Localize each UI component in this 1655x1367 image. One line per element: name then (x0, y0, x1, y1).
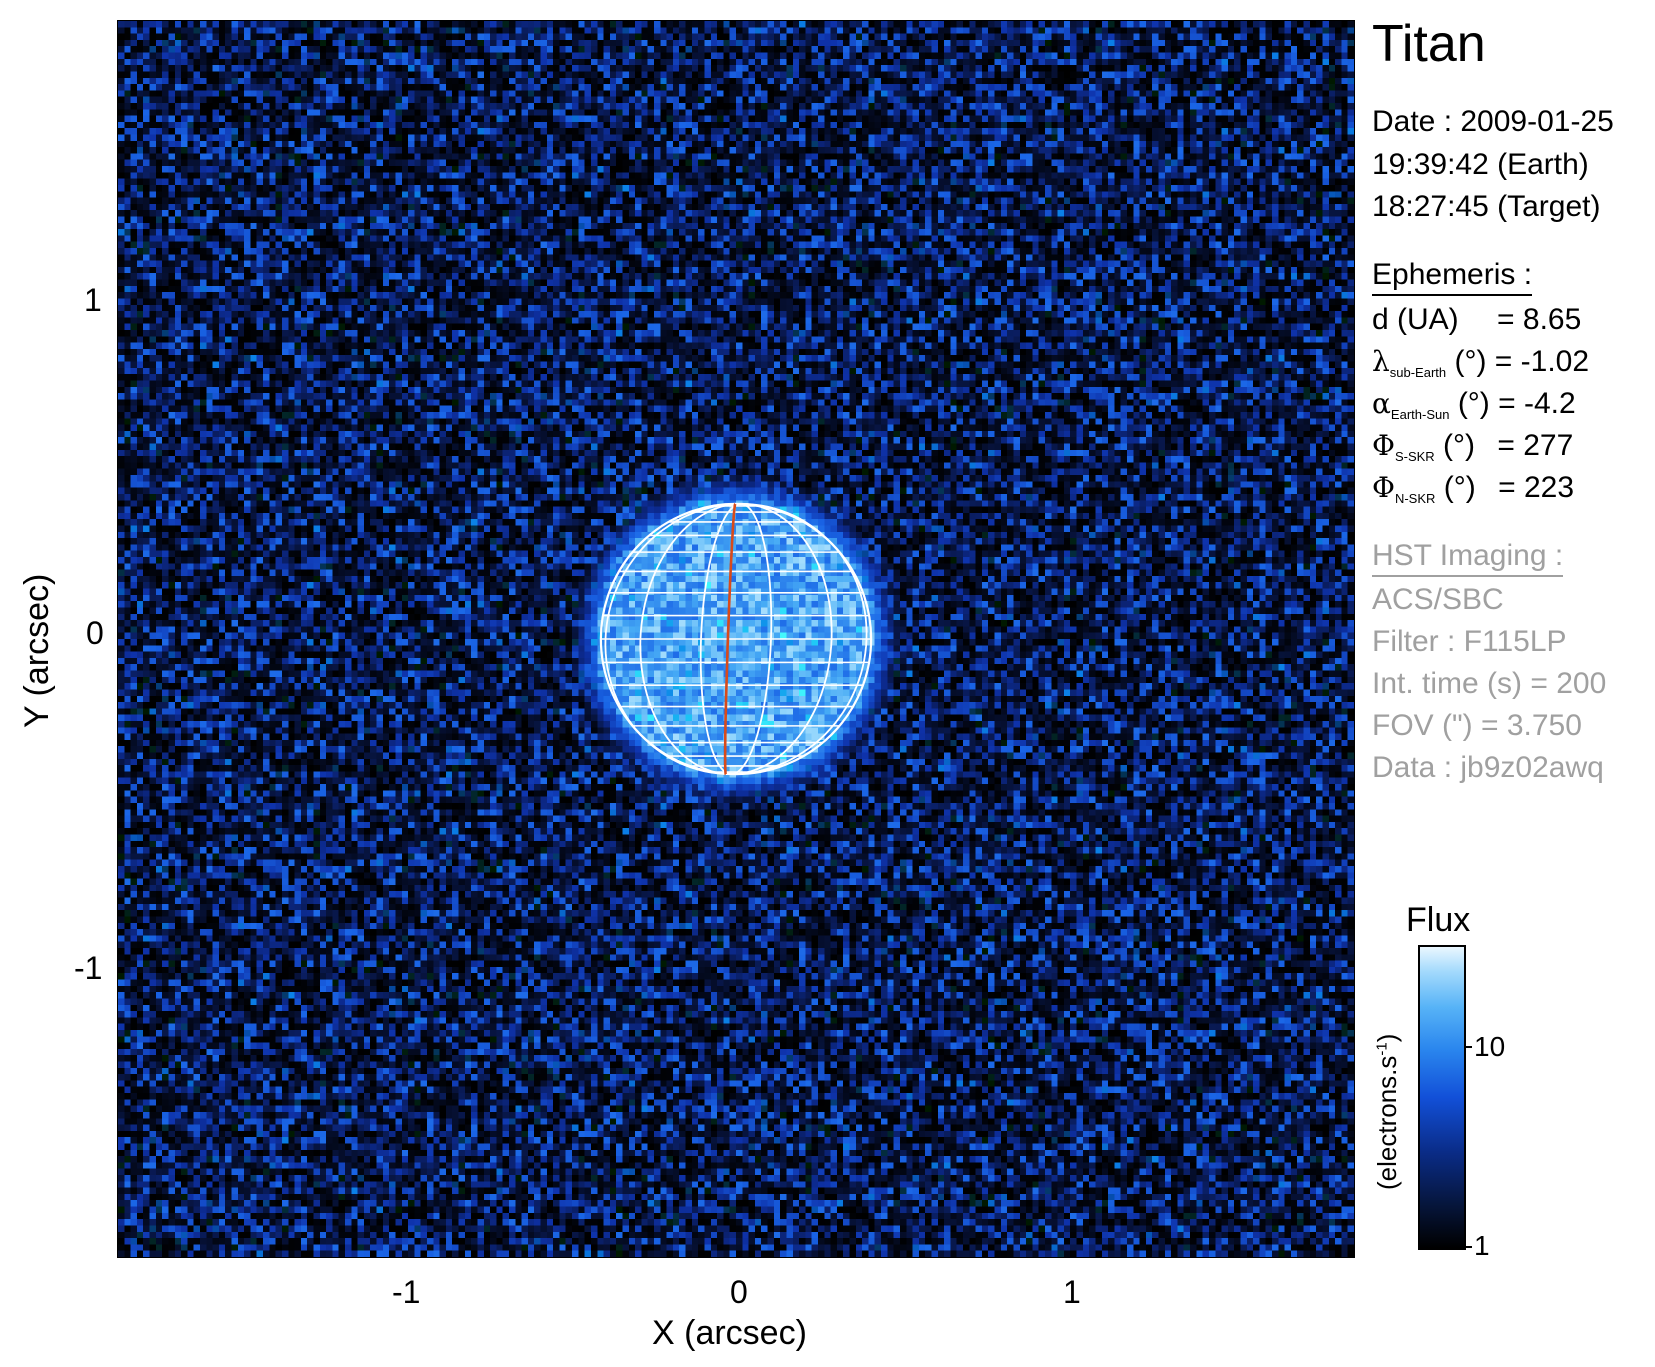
y-axis-title: Y (arcsec) (18, 573, 56, 728)
y-tick-label: 0 (86, 615, 104, 651)
distance-value: = 8.65 (1497, 303, 1582, 336)
colorbar-unit-exponent: -1 (1373, 1042, 1391, 1056)
s-skr-value: = 277 (1497, 429, 1574, 462)
colorbar-unit-text: (electrons.s (1372, 1055, 1402, 1190)
longitude-line (604, 503, 741, 775)
longitude-line (731, 503, 773, 775)
y-tick-label: 1 (84, 282, 102, 318)
longitude-line (731, 503, 833, 775)
integration-time: Int. time (s) = 200 (1372, 667, 1607, 700)
titan-globe-grid (599, 502, 873, 776)
distance-row: d (UA) = 8.65 (1372, 305, 1581, 335)
colorbar-tick-label: 10 (1474, 1031, 1506, 1062)
n-skr-row: ΦN-SKR (°) = 223 (1372, 471, 1575, 506)
colorbar-title: Flux (1406, 901, 1471, 939)
colorbar-tick (1466, 1046, 1472, 1048)
lambda-value: = -1.02 (1494, 345, 1590, 378)
globe-grid (599, 502, 873, 776)
longitude-line (639, 503, 741, 775)
alpha-unit: (°) (1457, 387, 1490, 420)
filter: Filter : F115LP (1372, 625, 1567, 658)
x-tick-label: 1 (1063, 1274, 1081, 1310)
data-id: Data : jb9z02awq (1372, 751, 1604, 784)
n-skr-subscript: N-SKR (1394, 491, 1436, 506)
earth-time: 19:39:42 (Earth) (1372, 148, 1589, 181)
sub-earth-longitude-row: λsub-Earth (°) = -1.02 (1372, 345, 1590, 380)
target-name: Titan (1372, 15, 1486, 73)
s-skr-subscript: S-SKR (1394, 449, 1435, 464)
alpha-value: = -4.2 (1498, 387, 1576, 420)
x-tick-label: 0 (730, 1274, 748, 1310)
distance-label: d (UA) (1372, 303, 1459, 336)
colorbar-unit: (electrons.s-1) (1372, 1033, 1402, 1190)
date-line: Date : 2009-01-25 (1372, 105, 1614, 138)
x-axis-title: X (arcsec) (652, 1314, 807, 1352)
colorbar (1418, 945, 1466, 1250)
x-tick-label: -1 (392, 1274, 421, 1310)
s-skr-row: ΦS-SKR (°) = 277 (1372, 429, 1574, 464)
target-time: 18:27:45 (Target) (1372, 190, 1601, 223)
s-skr-unit: (°) (1443, 429, 1476, 462)
lambda-subscript: sub-Earth (1389, 365, 1447, 380)
colorbar-tick (1466, 1246, 1472, 1248)
phi-symbol: Φ (1372, 471, 1395, 504)
phase-angle-row: αEarth-Sun (°) = -4.2 (1372, 387, 1576, 422)
field-of-view: FOV (") = 3.750 (1372, 709, 1582, 742)
phi-symbol: Φ (1372, 429, 1395, 462)
lambda-symbol: λ (1372, 345, 1390, 378)
longitude-line (731, 503, 868, 775)
n-skr-value: = 223 (1498, 471, 1575, 504)
instrument: ACS/SBC (1372, 583, 1504, 616)
colorbar-tick-label: 1 (1474, 1230, 1490, 1261)
hst-imaging-header: HST Imaging : (1372, 541, 1564, 577)
alpha-subscript: Earth-Sun (1390, 407, 1450, 422)
flux-image (117, 20, 1355, 1258)
longitude-line (699, 503, 741, 775)
ephemeris-header: Ephemeris : (1372, 260, 1533, 296)
lambda-unit: (°) (1454, 345, 1487, 378)
y-tick-label: -1 (74, 950, 103, 986)
alpha-symbol: α (1372, 387, 1391, 420)
colorbar-unit-close: ) (1372, 1033, 1402, 1043)
n-skr-unit: (°) (1443, 471, 1476, 504)
central-meridian (723, 502, 737, 776)
